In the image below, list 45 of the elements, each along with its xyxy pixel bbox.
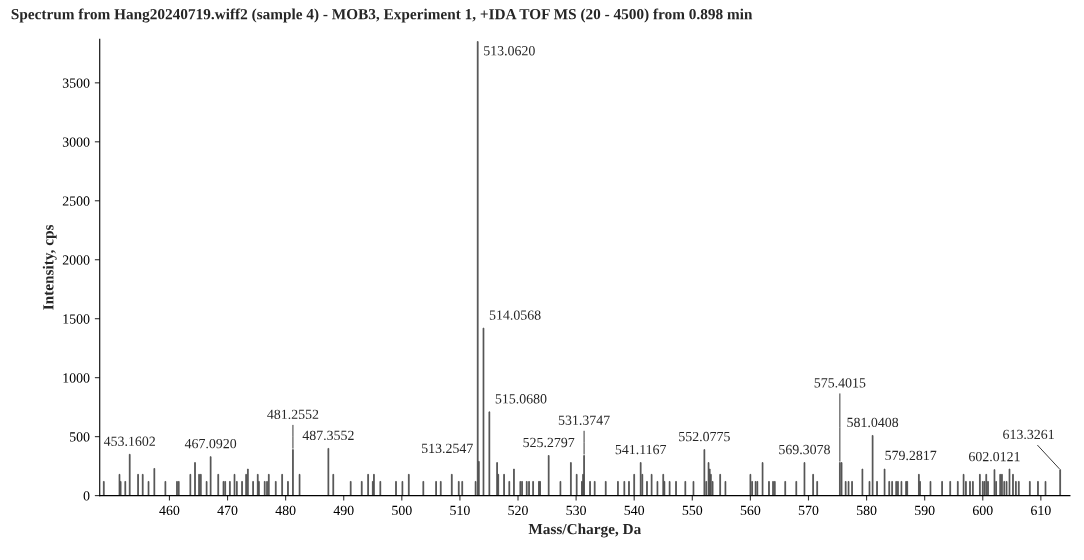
x-tick-label: 550	[682, 505, 703, 516]
annotation: 575.4015	[814, 378, 866, 388]
x-axis-title: Mass/Charge, Da	[528, 523, 642, 538]
y-tick-label: 3500	[62, 78, 90, 88]
annotation: 579.2817	[885, 450, 937, 461]
x-tick-label: 520	[508, 505, 528, 516]
chart-title: Spectrum from Hang20240719.wiff2 (sample 4) - MOB3, Experiment 1, +IDA TOF MS (20 - 4500) from 0.898 min	[11, 8, 753, 23]
y-tick-label: 2000	[62, 255, 90, 265]
annotation: 602.0121	[969, 451, 1020, 462]
x-tick-label: 570	[798, 505, 819, 516]
annotation: 531.3747	[558, 415, 610, 425]
annotation: 513.0620	[484, 46, 535, 56]
x-tick-label: 600	[972, 505, 993, 516]
annotation: 613.3261	[1003, 429, 1054, 440]
x-tick-label: 580	[856, 505, 877, 516]
annotation: 481.2552	[267, 409, 319, 420]
x-tick-label: 540	[624, 505, 645, 516]
y-tick-label: 1000	[63, 373, 90, 383]
y-tick-label: 1500	[63, 314, 90, 324]
annotation: 525.2797	[523, 437, 575, 448]
x-tick-label: 530	[566, 505, 586, 516]
x-tick-label: 470	[217, 505, 238, 516]
annotation: 552.0775	[679, 431, 730, 442]
x-tick-label: 460	[159, 505, 180, 516]
annotation: 514.0568	[489, 310, 541, 320]
annotation: 541.1167	[615, 444, 667, 455]
y-axis-title: Intensity, cps	[42, 224, 57, 310]
annotation: 513.2547	[421, 443, 473, 454]
y-tick-label: 3000	[62, 137, 90, 147]
x-tick-label: 590	[915, 505, 935, 516]
x-tick-label: 500	[392, 505, 412, 516]
x-tick-label: 560	[740, 505, 761, 516]
x-tick-label: 480	[275, 505, 296, 516]
x-tick-label: 510	[450, 505, 470, 516]
annotation: 467.0920	[184, 438, 237, 449]
annotation: 581.0408	[847, 417, 899, 428]
annotation: 487.3552	[302, 430, 354, 441]
y-tick-label: 500	[69, 432, 90, 442]
annotation: 453.1602	[103, 436, 155, 447]
y-tick-label: 2500	[62, 196, 90, 206]
annotation: 515.0680	[495, 394, 547, 404]
annotation: 569.3078	[779, 444, 830, 455]
x-tick-label: 490	[333, 505, 354, 516]
y-tick-label: 0	[83, 491, 90, 501]
x-tick-label: 610	[1031, 505, 1051, 516]
